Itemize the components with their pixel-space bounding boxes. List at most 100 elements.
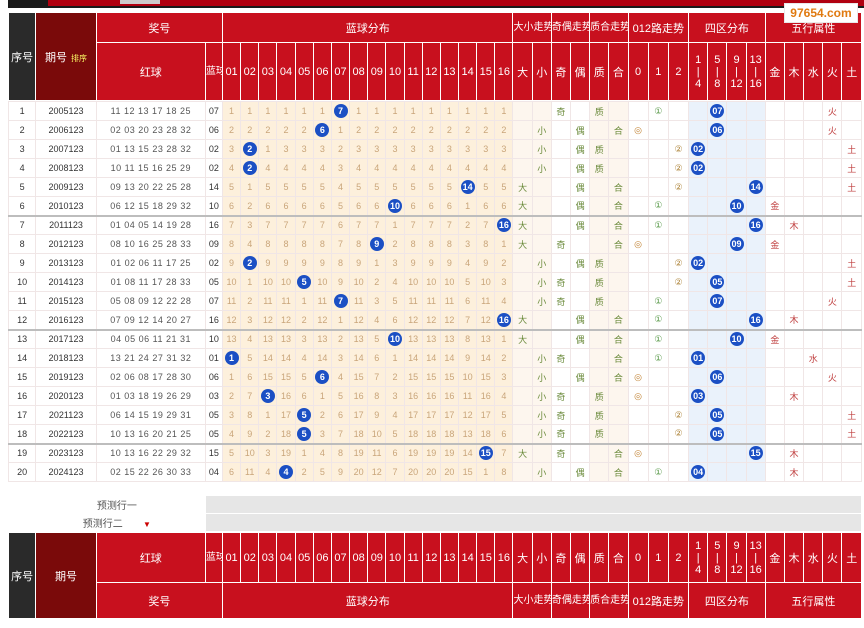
predict-label-text: 预测行二 bbox=[82, 519, 123, 530]
dist-cell: 5 bbox=[312, 177, 332, 197]
wuxing-cell bbox=[764, 367, 785, 387]
zone-cell: 02 bbox=[688, 139, 709, 159]
dist-cell: 9 bbox=[439, 253, 460, 273]
oddeven-cell: 偶 bbox=[569, 253, 591, 273]
zone-cell bbox=[707, 196, 728, 216]
wuxing-cell: 土 bbox=[841, 405, 862, 425]
dist-cell: 7 bbox=[240, 386, 260, 406]
blue-ball-marker: 14 bbox=[460, 180, 475, 194]
zone-cell bbox=[707, 177, 728, 197]
zone-cell: 06 bbox=[707, 367, 728, 387]
bigsmall-cell: 小 bbox=[531, 348, 552, 368]
wx-footer: 火 bbox=[822, 532, 843, 583]
predict-row[interactable]: 预测行一 bbox=[8, 495, 863, 514]
wuxing-cell: 土 bbox=[841, 177, 862, 197]
dist-cell: 6 bbox=[403, 196, 423, 216]
bigsmall-cell bbox=[531, 234, 552, 254]
row-red-balls: 04 05 06 11 21 31 bbox=[95, 328, 206, 349]
row-red-balls: 01 02 06 11 17 25 bbox=[95, 253, 206, 273]
dist-cell: 4 bbox=[276, 462, 296, 482]
oddeven-cell: 偶 bbox=[569, 367, 591, 387]
dist-cell: 14 bbox=[258, 348, 278, 368]
wuxing-cell bbox=[764, 253, 785, 273]
dist-cell: 4 bbox=[403, 158, 423, 178]
dist-cell: 10 bbox=[258, 272, 278, 292]
row-period: 2015123 bbox=[35, 291, 97, 311]
dist-cell: 1 bbox=[367, 253, 387, 273]
dist-cell: 14 bbox=[421, 348, 441, 368]
dist-cell: 12 bbox=[349, 310, 369, 330]
red-footer: 红球 bbox=[95, 532, 206, 583]
wuxing-cell bbox=[841, 348, 862, 368]
dist-cell: 5 bbox=[476, 177, 496, 197]
dist-cell: 18 bbox=[421, 424, 441, 444]
dist-cell: 2 bbox=[385, 234, 405, 254]
zone-ball-marker: 02 bbox=[691, 142, 706, 156]
row-seq: 1 bbox=[7, 101, 37, 121]
primecomp-cell bbox=[608, 386, 629, 406]
dist-cell: 6 bbox=[330, 405, 351, 425]
dist-cell: 2 bbox=[240, 120, 260, 140]
wx-footer: 水 bbox=[803, 532, 824, 583]
wuxing-cell: 土 bbox=[841, 272, 862, 292]
row-period: 2007123 bbox=[35, 139, 97, 159]
dist-cell: 11 bbox=[276, 291, 296, 311]
dist-cell: 15 bbox=[403, 367, 423, 387]
wuxing-footer: 五行属性 bbox=[764, 582, 863, 619]
dist-cell: 16 bbox=[439, 386, 460, 406]
route-header: 1 bbox=[647, 42, 669, 101]
dist-cell: 2 bbox=[476, 120, 496, 140]
bigsmall-header: 大小走势 bbox=[512, 12, 552, 43]
dist-cell: 4 bbox=[330, 367, 351, 387]
dist-cell: 11 bbox=[312, 291, 332, 311]
dist-cell: 4 bbox=[258, 158, 278, 178]
dist-cell: 4 bbox=[439, 158, 460, 178]
zone-ball-marker: 16 bbox=[748, 312, 763, 327]
predict-row[interactable]: 预测行二 ▼ bbox=[8, 513, 863, 532]
table-row: 3 2007123 01 13 15 23 28 32 02 3 2 1 3 3 3 2 3 3 3 3 3 3… bbox=[7, 139, 862, 159]
zone-cell bbox=[745, 196, 766, 216]
expand-arrow-icon: ▼ bbox=[140, 520, 151, 529]
wx-header: 金 bbox=[764, 42, 785, 101]
dist-cell: 3 bbox=[458, 234, 478, 254]
zone-ball-marker: 02 bbox=[691, 256, 706, 270]
wx-footer: 土 bbox=[841, 532, 862, 583]
zone-cell bbox=[688, 405, 709, 425]
dist-cell: 1 bbox=[312, 386, 332, 406]
route-cell: ◎ bbox=[627, 234, 649, 254]
bigsmall-cell: 大 bbox=[512, 196, 533, 216]
zone-col-header: 5 | 8 bbox=[707, 42, 728, 101]
route-cell bbox=[667, 442, 690, 463]
predict-empty bbox=[204, 513, 863, 532]
oddeven-cell: 偶 bbox=[569, 196, 591, 216]
oddeven-cell: 奇 bbox=[550, 405, 572, 425]
zone-col-footer: 13 | 16 bbox=[745, 532, 766, 583]
wuxing-cell bbox=[822, 386, 843, 406]
dist-cell: 6 bbox=[494, 196, 514, 216]
oddeven-footer: 奇偶走势 bbox=[550, 582, 591, 619]
dist-cell: 5 bbox=[385, 291, 405, 311]
dist-cell: 8 bbox=[330, 442, 351, 463]
zone-col-footer: 5 | 8 bbox=[707, 532, 728, 583]
wuxing-cell: 土 bbox=[841, 139, 862, 159]
dist-cell: 16 bbox=[349, 386, 369, 406]
sort-button[interactable]: 排序 bbox=[71, 53, 88, 63]
dist-cell: 15 bbox=[421, 367, 441, 387]
num-footer-10: 10 bbox=[385, 532, 405, 583]
row-red-balls: 02 03 20 23 28 32 bbox=[95, 120, 206, 140]
primecomp-cell bbox=[589, 462, 610, 482]
row-period: 2012123 bbox=[35, 234, 97, 254]
zone-cell bbox=[707, 253, 728, 273]
route-header: 2 bbox=[667, 42, 690, 101]
wuxing-cell bbox=[822, 424, 843, 444]
dist-cell: 17 bbox=[349, 405, 369, 425]
zone-cell bbox=[688, 120, 709, 140]
wuxing-cell bbox=[803, 462, 824, 482]
dist-cell: 2 bbox=[221, 386, 242, 406]
dist-cell: 3 bbox=[349, 139, 369, 159]
oddeven-cell bbox=[550, 214, 572, 235]
row-blue-ball: 16 bbox=[204, 310, 223, 330]
row-red-balls: 02 15 22 26 30 33 bbox=[95, 462, 206, 482]
blue-ball-marker: 16 bbox=[496, 312, 511, 327]
wuxing-cell bbox=[841, 234, 862, 254]
